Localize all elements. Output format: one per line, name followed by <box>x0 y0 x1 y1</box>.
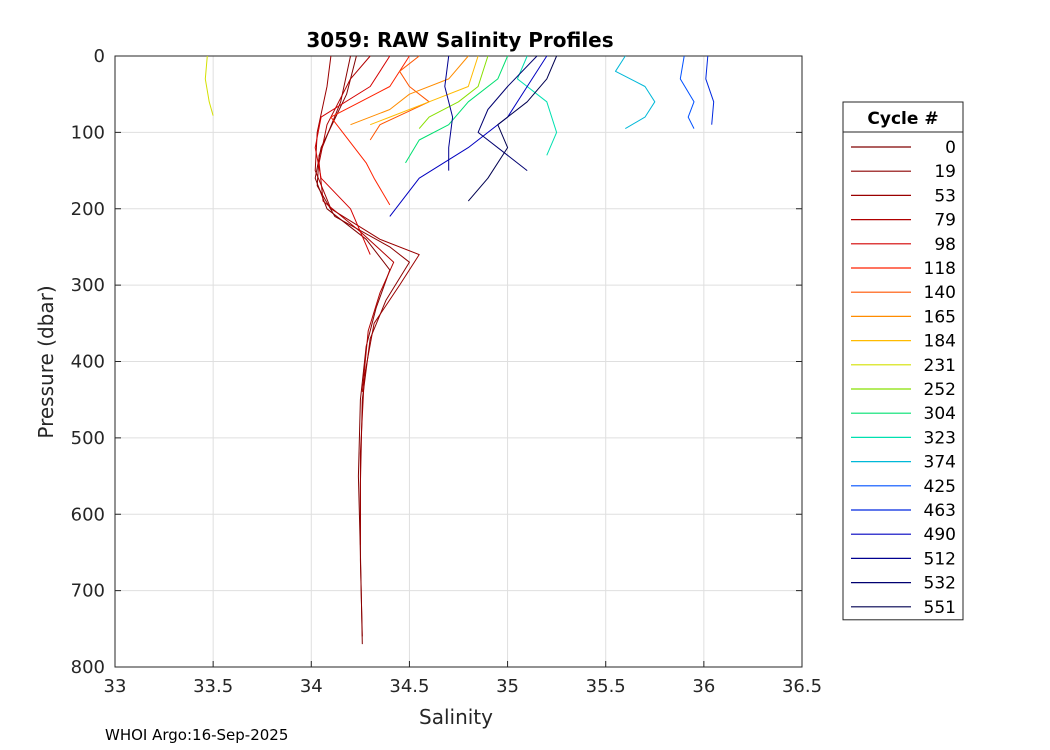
y-tick-label: 700 <box>71 581 105 602</box>
series-line-cycle-425 <box>679 55 695 129</box>
legend-entry: 323 <box>924 428 956 448</box>
x-axis-label: Salinity <box>419 705 493 729</box>
y-tick-label: 300 <box>71 275 105 296</box>
series-line-cycle-512 <box>444 55 454 171</box>
legend-entry: 231 <box>924 356 956 376</box>
series-line-cycle-551 <box>467 55 558 202</box>
legend-entry: 304 <box>924 404 956 424</box>
axis-ticks: 33 33.5 34 34.5 35 35.5 36 36.5 0 100 200 300 400 500… <box>71 46 822 697</box>
legend-entry: 165 <box>924 307 956 327</box>
y-tick-label: 400 <box>71 352 105 373</box>
legend-entry: 512 <box>924 549 956 569</box>
x-tick-label: 35 <box>496 676 519 697</box>
y-tick-label: 500 <box>71 428 105 449</box>
legend-title: Cycle # <box>867 109 938 129</box>
legend-entry: 79 <box>934 211 956 231</box>
series-line-cycle-140 <box>369 55 430 141</box>
series-line-cycle-184 <box>370 55 479 126</box>
legend-entry: 425 <box>924 477 956 497</box>
legend-entry: 532 <box>924 574 956 594</box>
legend-entry: 53 <box>934 186 956 206</box>
series-line-cycle-98 <box>314 55 391 255</box>
legend-entry: 140 <box>924 283 956 303</box>
series-line-cycle-79 <box>318 55 395 393</box>
series-layer <box>204 55 715 645</box>
y-tick-label: 100 <box>71 122 105 143</box>
series-line-cycle-463 <box>705 55 715 125</box>
series-line-cycle-165 <box>350 55 469 126</box>
x-tick-label: 36.5 <box>782 676 822 697</box>
legend-box <box>842 101 964 621</box>
x-tick-label: 33 <box>104 676 127 697</box>
legend-entry: 184 <box>924 332 956 352</box>
series-line-cycle-118 <box>330 55 410 206</box>
series-line-cycle-490 <box>389 55 548 217</box>
legend-entry: 98 <box>934 235 956 255</box>
x-tick-label: 34.5 <box>389 676 429 697</box>
legend: Cycle # 0 19 53 79 98 118 140 165 184 231 252 304 32… <box>842 101 964 621</box>
legend-entry: 252 <box>924 380 956 400</box>
legend-entry: 118 <box>924 259 956 279</box>
series-line-cycle-304 <box>405 55 509 164</box>
legend-entry: 19 <box>934 162 956 182</box>
series-line-cycle-532 <box>477 55 538 171</box>
series-line-cycle-374 <box>615 55 656 130</box>
y-tick-label: 200 <box>71 199 105 220</box>
chart-title: 3059: RAW Salinity Profiles <box>306 28 613 52</box>
legend-entry: 0 <box>945 138 956 158</box>
series-line-cycle-53 <box>314 55 420 545</box>
y-tick-label: 0 <box>94 46 105 67</box>
series-line-cycle-323 <box>516 55 558 156</box>
series-line-cycle-231 <box>204 55 214 116</box>
x-tick-label: 34 <box>300 676 323 697</box>
legend-items: 0 19 53 79 98 118 140 165 184 231 252 304 323 374 425 4… <box>851 138 956 618</box>
footer-credit: WHOI Argo:16-Sep-2025 <box>105 726 288 744</box>
x-tick-label: 36 <box>692 676 715 697</box>
y-tick-label: 800 <box>71 657 105 678</box>
y-axis-label: Pressure (dbar) <box>34 285 58 438</box>
legend-entry: 374 <box>924 453 956 473</box>
legend-entry: 463 <box>924 501 956 521</box>
legend-entry: 551 <box>924 598 956 618</box>
x-tick-label: 33.5 <box>193 676 233 697</box>
y-tick-label: 600 <box>71 504 105 525</box>
series-line-cycle-252 <box>418 55 489 129</box>
x-tick-label: 35.5 <box>586 676 626 697</box>
legend-entry: 490 <box>924 525 956 545</box>
